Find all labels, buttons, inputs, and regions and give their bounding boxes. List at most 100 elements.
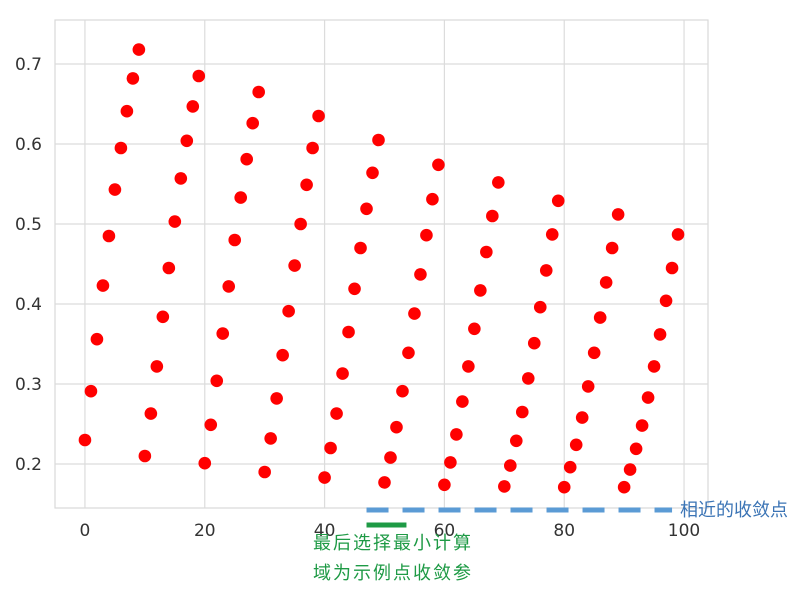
y-tick-label: 0.5 [15,215,42,235]
data-point [504,459,517,472]
data-point [276,348,289,362]
data-point [126,72,140,85]
data-point [288,259,301,272]
data-point [474,284,487,297]
data-point [318,471,331,484]
min-domain-label-line-2: 域为示例点收敛参 [313,563,473,584]
data-point [378,476,391,489]
data-point [342,325,355,339]
data-point [186,100,200,113]
data-point [515,405,529,419]
data-point [234,191,248,204]
data-point [348,282,361,296]
data-point [354,241,367,255]
data-point [108,183,122,196]
data-point [617,480,631,494]
data-point [521,372,535,385]
data-point [450,428,463,441]
data-point [282,304,295,318]
data-point [162,261,176,275]
data-point [324,441,337,455]
data-point [581,380,595,393]
data-point [102,229,116,243]
data-point [647,360,661,373]
data-point [84,384,98,398]
data-point [498,480,511,493]
data-point [569,438,583,452]
data-point [641,391,655,404]
data-point [593,311,607,324]
data-point [120,104,134,118]
data-point [204,418,218,432]
data-point [336,367,349,380]
y-tick-label: 0.3 [15,375,42,395]
data-point [240,152,254,166]
data-point [480,245,493,259]
x-tick-label: 20 [194,521,216,541]
data-point [629,442,643,456]
data-point [605,241,619,255]
data-point [432,158,445,172]
data-point [96,279,110,292]
data-point [222,280,236,293]
axis-ticks: 0 20 40 60 80 100 0.2 0.3 0.4 0.5 0.6 0.7 [15,55,700,541]
data-point [599,276,613,289]
data-point [228,233,242,247]
data-point [168,215,182,228]
data-point [468,322,481,336]
data-point [138,449,152,463]
data-point [396,384,409,398]
data-point [420,228,433,242]
x-tick-label: 60 [434,521,456,541]
y-tick-label: 0.4 [15,295,42,315]
data-point [210,374,224,388]
y-tick-label: 0.6 [15,135,42,155]
data-point [360,202,373,216]
annotations: 相近的收敛点 最后选择最小计算 域为示例点收敛参 [313,500,788,584]
data-point [438,478,451,492]
data-point [252,85,265,99]
data-point [533,300,547,314]
data-point [587,346,601,360]
data-point [492,176,505,189]
min-domain-label-line-1: 最后选择最小计算 [313,533,473,554]
data-point [545,228,559,241]
data-point [90,332,104,346]
data-point [306,141,319,155]
data-point [192,69,206,83]
data-point [330,407,343,420]
data-point [132,43,146,56]
data-point [114,141,128,155]
data-point [78,433,92,447]
data-point [557,480,571,494]
data-point [366,166,379,180]
data-point [456,395,469,408]
data-point [246,116,259,130]
data-point [563,460,577,474]
y-tick-label: 0.7 [15,55,42,75]
data-point [408,307,421,320]
data-point [174,172,188,185]
x-tick-label: 100 [668,521,700,541]
data-point [216,327,230,340]
data-point [198,456,212,470]
data-point [671,228,685,241]
data-point [611,208,625,221]
data-point [653,328,667,341]
data-point [294,217,307,231]
data-point [575,411,589,424]
data-point [635,419,649,432]
data-point [486,209,499,223]
data-point [258,465,271,479]
data-points [78,43,685,494]
data-point [150,360,164,373]
x-tick-label: 40 [314,521,336,541]
data-point [527,336,541,350]
data-point [180,134,194,148]
data-point [539,264,553,277]
data-point [372,133,385,147]
data-point [623,463,637,476]
data-point [551,194,565,208]
convergence-label: 相近的收敛点 [680,500,788,521]
